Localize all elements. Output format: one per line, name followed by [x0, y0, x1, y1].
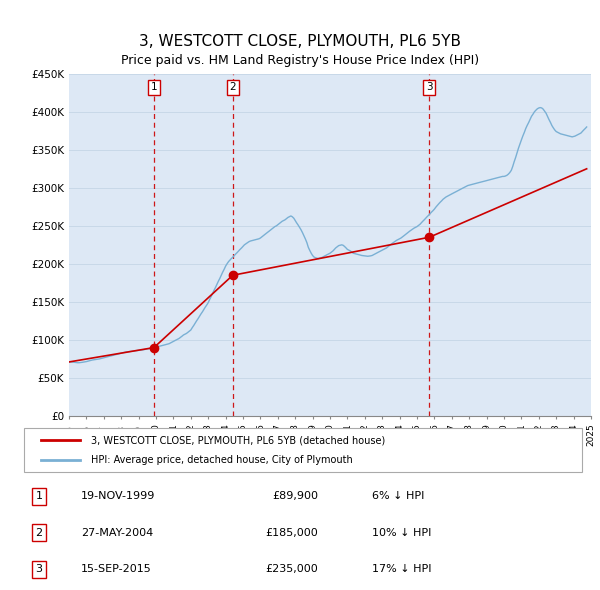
Text: 1: 1 — [151, 83, 157, 93]
Text: 2: 2 — [35, 528, 43, 537]
Text: 19-NOV-1999: 19-NOV-1999 — [81, 491, 155, 501]
Text: 3: 3 — [426, 83, 433, 93]
Text: 15-SEP-2015: 15-SEP-2015 — [81, 565, 152, 574]
Text: £235,000: £235,000 — [265, 565, 318, 574]
Text: 10% ↓ HPI: 10% ↓ HPI — [372, 528, 431, 537]
Text: HPI: Average price, detached house, City of Plymouth: HPI: Average price, detached house, City… — [91, 455, 353, 464]
Text: 2: 2 — [229, 83, 236, 93]
Text: 17% ↓ HPI: 17% ↓ HPI — [372, 565, 431, 574]
Text: Price paid vs. HM Land Registry's House Price Index (HPI): Price paid vs. HM Land Registry's House … — [121, 54, 479, 67]
Text: 27-MAY-2004: 27-MAY-2004 — [81, 528, 153, 537]
Text: 3, WESTCOTT CLOSE, PLYMOUTH, PL6 5YB (detached house): 3, WESTCOTT CLOSE, PLYMOUTH, PL6 5YB (de… — [91, 435, 385, 445]
Text: 1: 1 — [35, 491, 43, 501]
Text: 6% ↓ HPI: 6% ↓ HPI — [372, 491, 424, 501]
Text: £185,000: £185,000 — [265, 528, 318, 537]
FancyBboxPatch shape — [24, 428, 582, 472]
Text: 3, WESTCOTT CLOSE, PLYMOUTH, PL6 5YB: 3, WESTCOTT CLOSE, PLYMOUTH, PL6 5YB — [139, 34, 461, 49]
Text: 3: 3 — [35, 565, 43, 574]
Text: £89,900: £89,900 — [272, 491, 318, 501]
